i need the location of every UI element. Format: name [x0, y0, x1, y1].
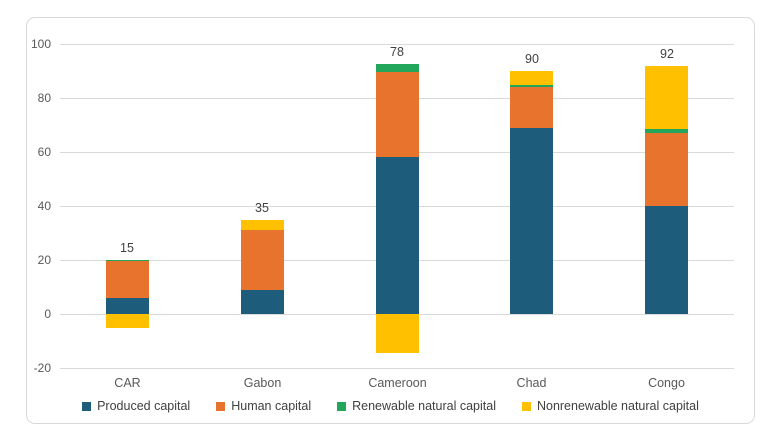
chart-frame: Produced capital Human capital Renewable n… — [26, 17, 755, 424]
bar-segment-renewable-natural-capital — [645, 129, 688, 134]
bar-total-label: 90 — [525, 52, 539, 66]
bar-segment-produced-capital — [241, 289, 284, 314]
bar-segment-renewable-natural-capital — [510, 84, 553, 88]
x-category-label: CAR — [114, 376, 141, 390]
bar-total-label: 35 — [255, 201, 269, 215]
legend-swatch-icon — [82, 401, 92, 411]
legend-item-renewable-natural-capital: Renewable natural capital — [337, 399, 496, 413]
y-tick-label: 40 — [37, 199, 51, 213]
legend-label: Renewable natural capital — [352, 399, 496, 413]
legend-item-human-capital: Human capital — [216, 399, 311, 413]
chart-legend: Produced capital Human capital Renewable n… — [27, 399, 754, 413]
legend-item-nonrenewable-natural-capital: Nonrenewable natural capital — [521, 399, 699, 413]
bar-total-label: 78 — [390, 45, 404, 59]
bar-segment-nonrenewable-natural-capital — [241, 219, 284, 231]
bar-segment-renewable-natural-capital — [376, 64, 419, 73]
x-category-label: Chad — [516, 376, 547, 390]
y-tick-label: 100 — [30, 37, 51, 51]
bar-segment-nonrenewable-natural-capital — [106, 314, 149, 328]
bar-segment-renewable-natural-capital — [106, 260, 149, 262]
bar-segment-human-capital — [510, 87, 553, 128]
bar-segment-human-capital — [106, 261, 149, 298]
legend-item-produced-capital: Produced capital — [82, 399, 190, 413]
bar-total-label: 15 — [120, 241, 134, 255]
bar-segment-human-capital — [376, 72, 419, 158]
legend-label: Produced capital — [97, 399, 191, 413]
bar-segment-human-capital — [241, 230, 284, 290]
x-category-label: Gabon — [243, 376, 282, 390]
legend-swatch-icon — [216, 401, 226, 411]
y-tick-label: 0 — [44, 307, 51, 321]
legend-label: Nonrenewable natural capital — [536, 399, 699, 413]
gridline — [60, 44, 734, 45]
x-category-label: Cameroon — [368, 376, 427, 390]
bar-segment-produced-capital — [645, 206, 688, 314]
gridline — [60, 368, 734, 369]
bar-segment-produced-capital — [510, 127, 553, 314]
bar-segment-nonrenewable-natural-capital — [645, 65, 688, 130]
bar-segment-produced-capital — [376, 157, 419, 314]
bar-segment-human-capital — [645, 133, 688, 206]
legend-label: Human capital — [231, 399, 312, 413]
y-tick-label: -20 — [33, 361, 51, 375]
legend-swatch-icon — [337, 401, 347, 411]
y-tick-label: 80 — [37, 91, 51, 105]
y-tick-label: 60 — [37, 145, 51, 159]
y-tick-label: 20 — [37, 253, 51, 267]
legend-swatch-icon — [521, 401, 531, 411]
bar-total-label: 92 — [660, 47, 674, 61]
x-category-label: Congo — [648, 376, 685, 390]
bar-segment-nonrenewable-natural-capital — [510, 71, 553, 85]
bar-segment-produced-capital — [106, 297, 149, 314]
bar-segment-nonrenewable-natural-capital — [376, 314, 419, 354]
